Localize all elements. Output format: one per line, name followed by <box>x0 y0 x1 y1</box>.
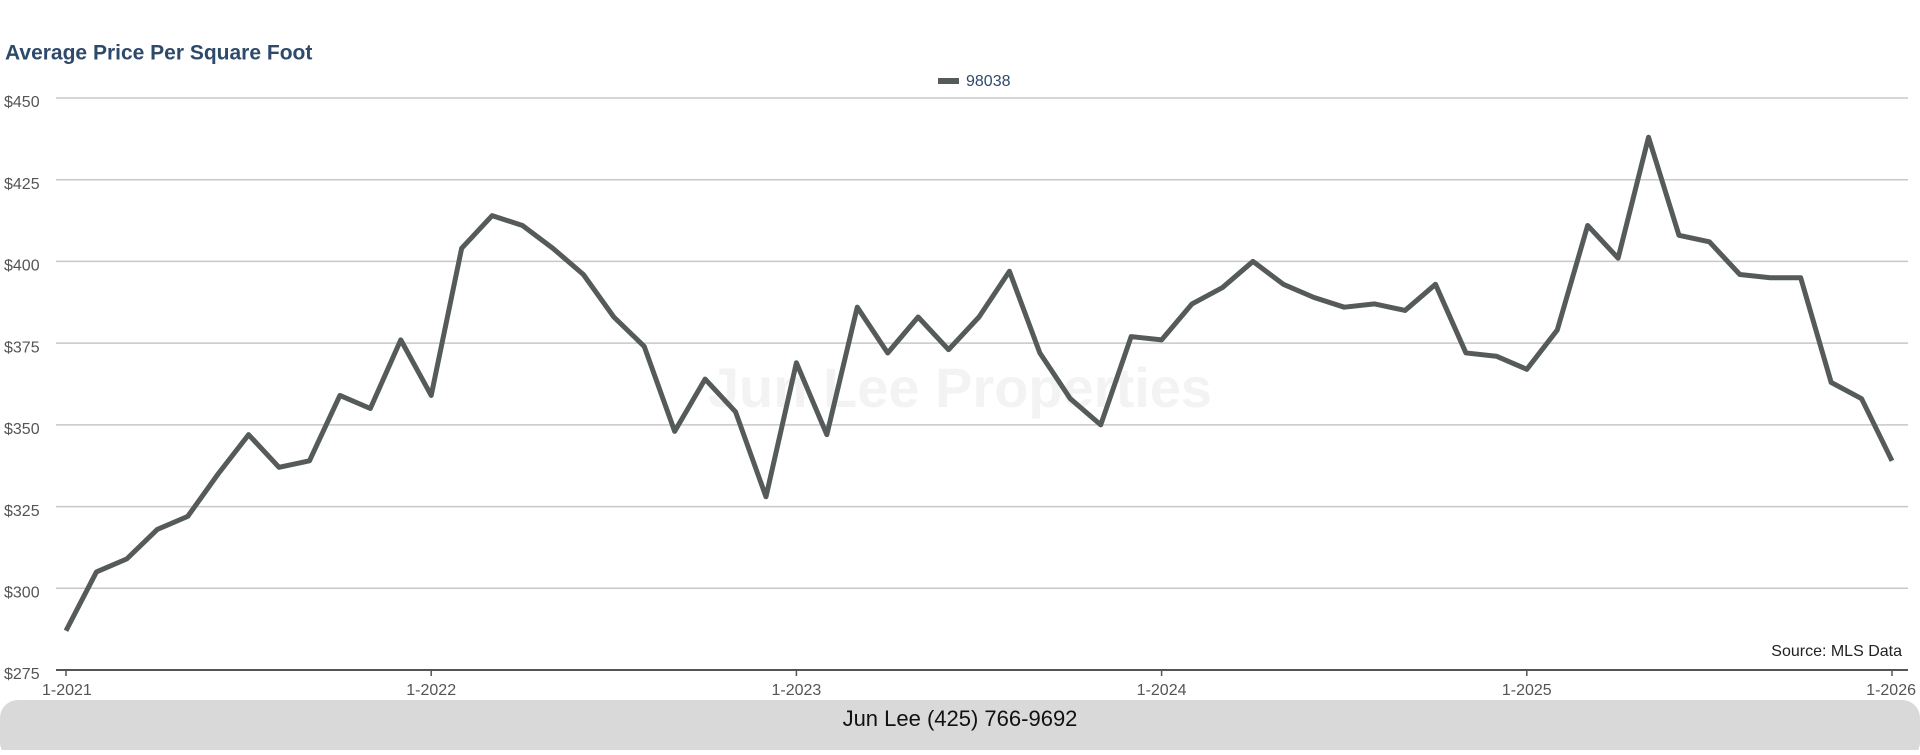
y-tick-label: $425 <box>4 176 40 193</box>
footer-bar <box>0 700 1920 755</box>
x-tick-label: 1-2022 <box>406 682 456 699</box>
legend-label: 98038 <box>966 73 1011 90</box>
x-tick-label: 1-2024 <box>1137 682 1187 699</box>
y-tick-label: $450 <box>4 94 40 111</box>
x-tick-label: 1-2023 <box>771 682 821 699</box>
y-tick-label: $400 <box>4 258 40 275</box>
y-tick-label: $275 <box>4 666 40 683</box>
data-line <box>63 134 1895 632</box>
x-tick-label: 1-2026 <box>1866 682 1916 699</box>
x-tick-label: 1-2025 <box>1502 682 1552 699</box>
x-tick-label: 1-2021 <box>42 682 92 699</box>
footer-text: Jun Lee (425) 766-9692 <box>843 706 1078 731</box>
y-tick-label: $325 <box>4 503 40 520</box>
chart-title: Average Price Per Square Foot <box>5 42 312 65</box>
source-note: Source: MLS Data <box>1771 643 1902 660</box>
y-tick-label: $350 <box>4 421 40 438</box>
y-tick-label: $300 <box>4 585 40 602</box>
y-tick-label: $375 <box>4 339 40 356</box>
